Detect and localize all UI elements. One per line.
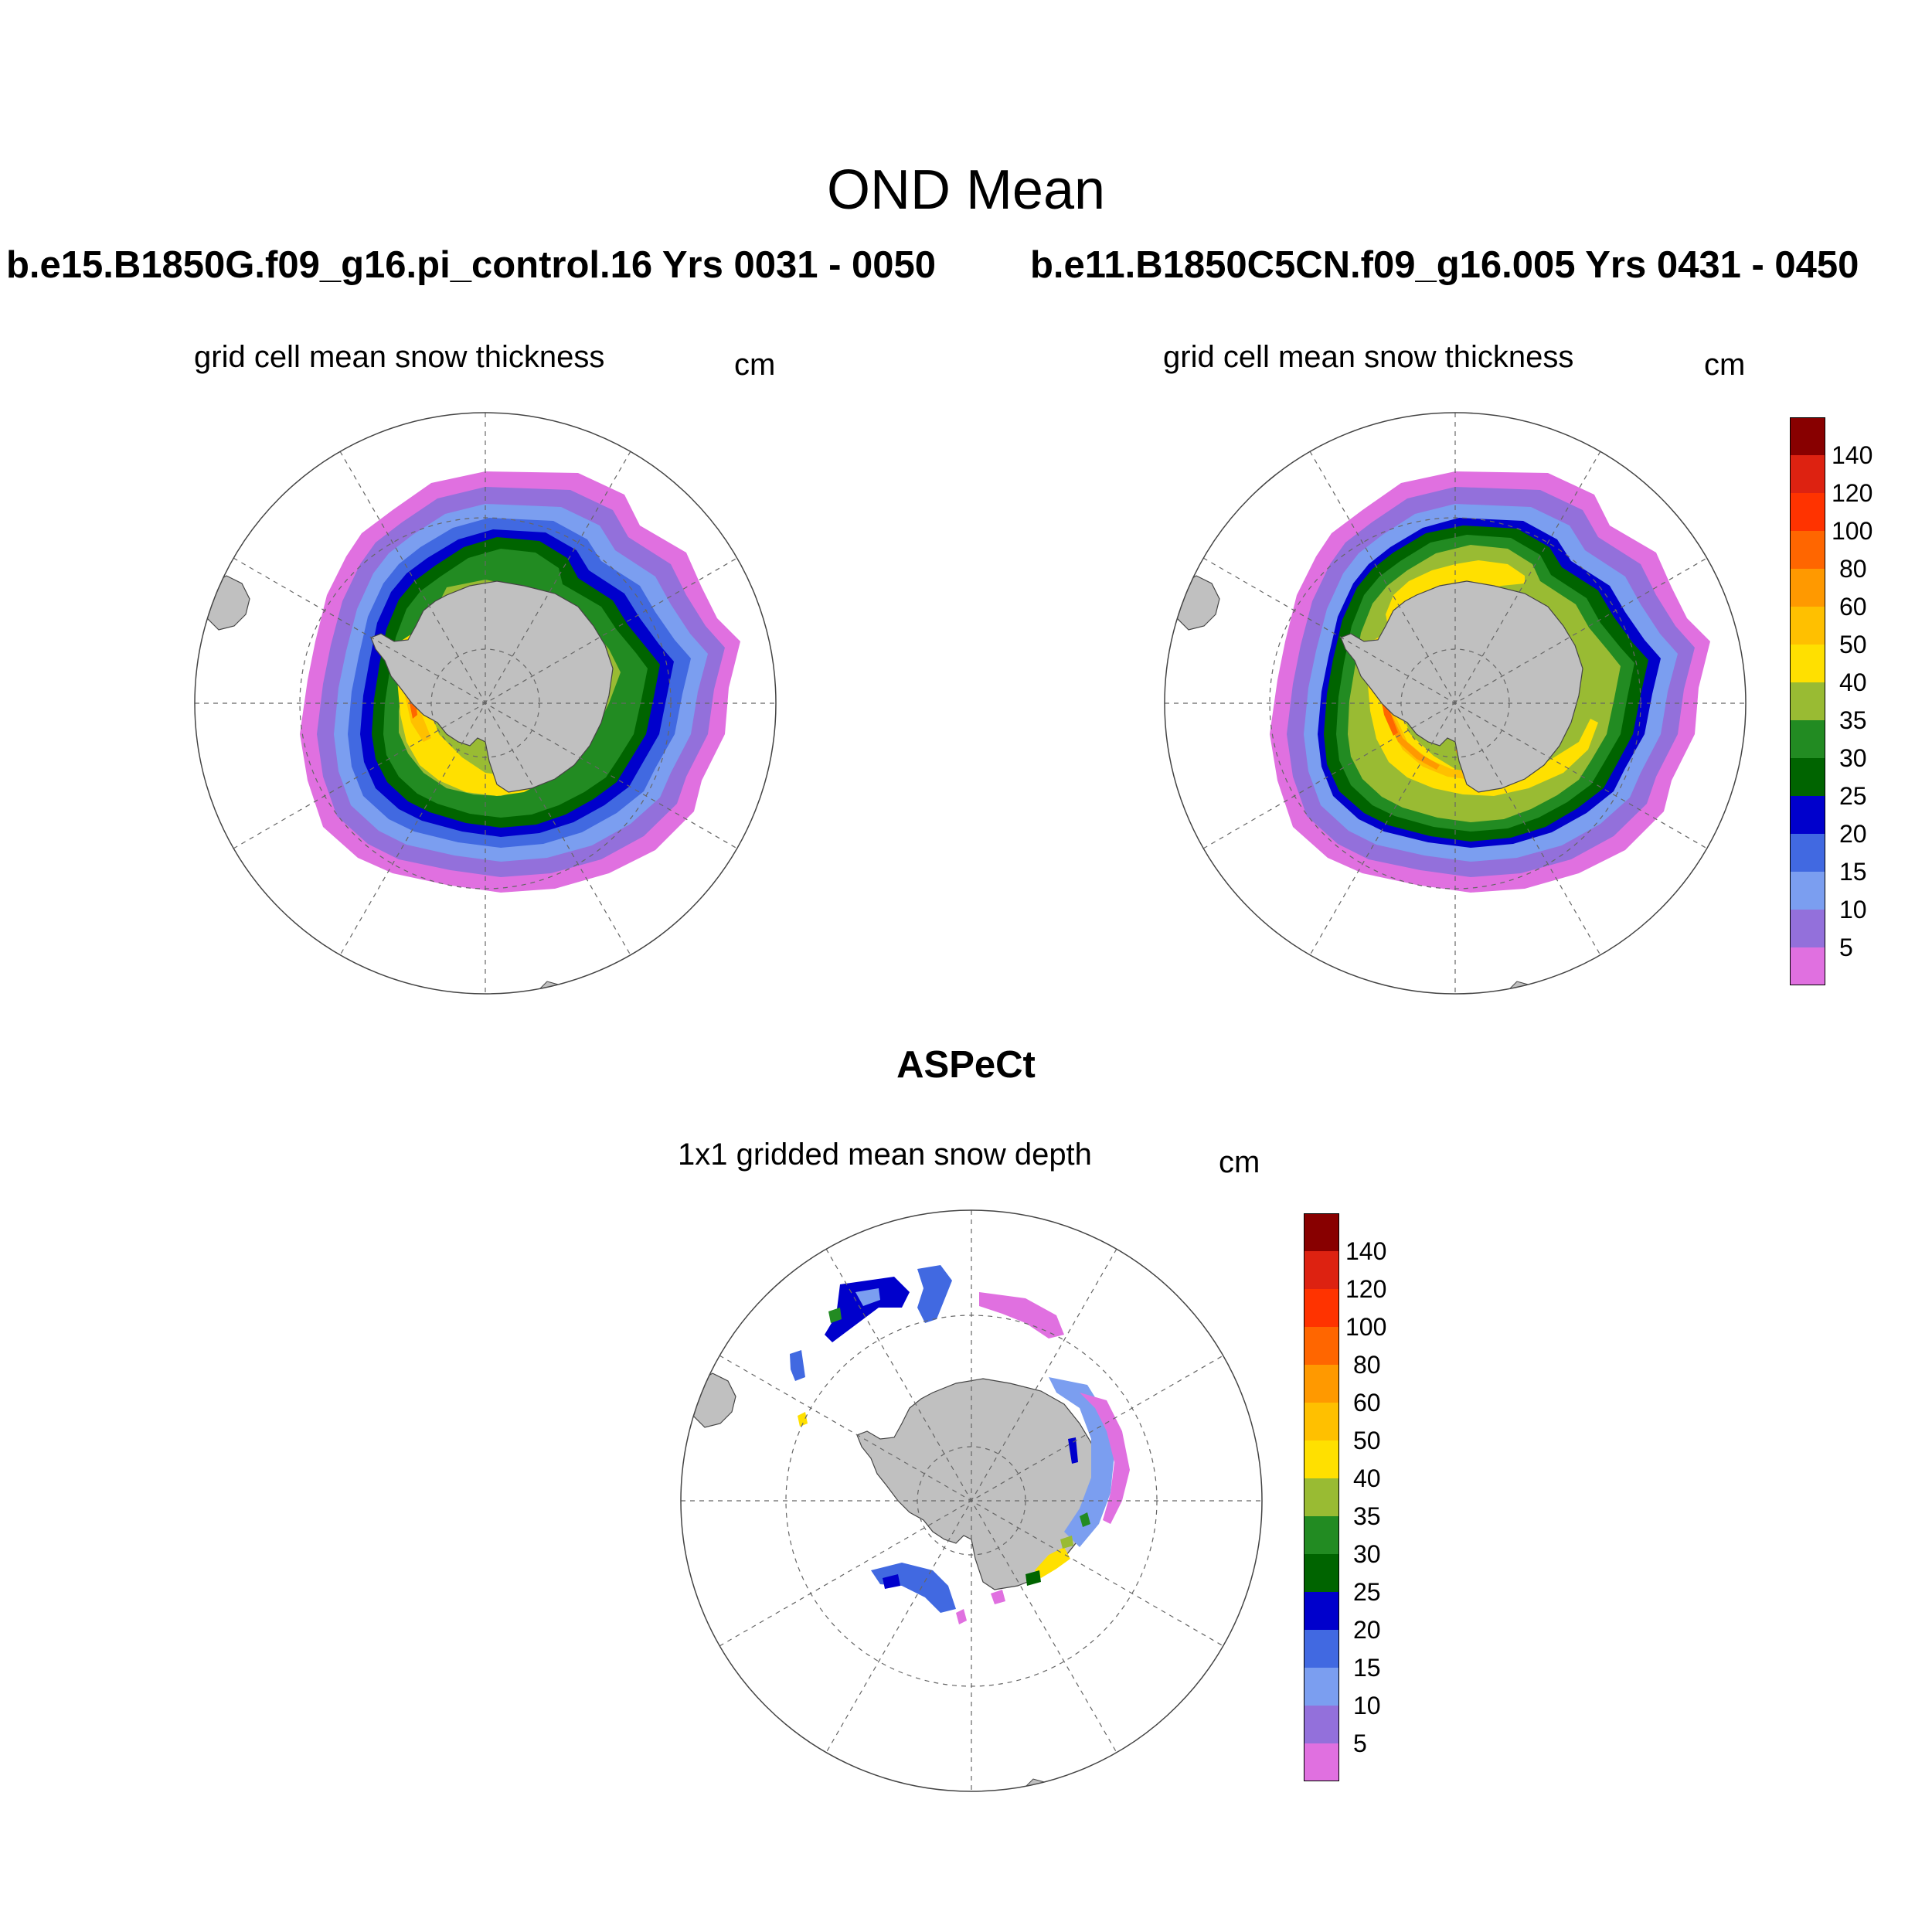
colorbar-swatch xyxy=(1304,1554,1339,1592)
colorbar-swatch xyxy=(1790,910,1825,947)
colorbar-swatch xyxy=(1790,531,1825,569)
panel1-antarctica xyxy=(370,580,614,793)
panel2-subtitle: grid cell mean snow thickness xyxy=(1163,340,1574,374)
panel1-map-border xyxy=(194,412,777,995)
colorbar-swatch xyxy=(1304,1440,1339,1478)
colorbar-swatch xyxy=(1304,1668,1339,1706)
colorbar-tick-label: 100 xyxy=(1345,1313,1387,1341)
colorbar-swatch xyxy=(1304,1516,1339,1554)
colorbar-swatch xyxy=(1790,720,1825,758)
panel1-map xyxy=(194,412,777,995)
colorbar-tick-label: 20 xyxy=(1353,1616,1381,1644)
panel2-south-america xyxy=(1176,575,1220,631)
figure-title: OND Mean xyxy=(826,159,1106,221)
colorbar-tick-label: 40 xyxy=(1839,668,1867,696)
panel2-graticule xyxy=(1165,413,1746,994)
colorbar-tick-label: 120 xyxy=(1832,479,1873,507)
colorbar-swatch xyxy=(1304,1478,1339,1516)
colorbar-swatch xyxy=(1304,1213,1339,1251)
colorbar-tick-label: 35 xyxy=(1353,1502,1381,1530)
colorbar-tick-label: 25 xyxy=(1353,1578,1381,1606)
colorbar-tick-label: 25 xyxy=(1839,782,1867,810)
colorbar-bottom xyxy=(1304,1213,1339,1781)
colorbar-tick-label: 20 xyxy=(1839,820,1867,848)
colorbar-swatch xyxy=(1304,1289,1339,1327)
colorbar-swatch xyxy=(1790,645,1825,682)
panel3-map-border xyxy=(680,1209,1263,1792)
colorbar-tick-label: 50 xyxy=(1839,631,1867,658)
panel3-title: ASPeCt xyxy=(896,1044,1036,1086)
colorbar-swatch xyxy=(1790,796,1825,834)
colorbar-tick-label: 140 xyxy=(1345,1237,1387,1265)
panel1-case-title: b.e15.B1850G.f09_g16.pi_control.16 Yrs 0… xyxy=(6,244,937,286)
panel3-south-america xyxy=(692,1372,736,1428)
colorbar-tick-label: 30 xyxy=(1839,744,1867,772)
colorbar-tick-label: 15 xyxy=(1839,858,1867,886)
colorbar-swatch xyxy=(1790,493,1825,531)
colorbar-swatch xyxy=(1304,1630,1339,1668)
colorbar-swatch xyxy=(1304,1327,1339,1365)
colorbar-swatch xyxy=(1790,947,1825,985)
colorbar-tick-label: 140 xyxy=(1832,441,1873,469)
panel2-antarctica xyxy=(1340,580,1583,793)
colorbar-swatch xyxy=(1790,417,1825,455)
colorbar-swatch xyxy=(1790,834,1825,872)
panel2-case-title: b.e11.B1850C5CN.f09_g16.005 Yrs 0431 - 0… xyxy=(1030,244,1859,286)
panel3-map xyxy=(680,1209,1263,1792)
colorbar-tick-label: 80 xyxy=(1839,555,1867,583)
panel2-map-border xyxy=(1164,412,1747,995)
colorbar-swatch xyxy=(1790,569,1825,607)
colorbar-tick-label: 80 xyxy=(1353,1351,1381,1379)
colorbar-swatch xyxy=(1304,1706,1339,1743)
colorbar-swatch xyxy=(1790,607,1825,645)
colorbar-swatch xyxy=(1790,455,1825,493)
colorbar-top xyxy=(1790,417,1825,985)
panel1-south-america xyxy=(206,575,250,631)
colorbar-swatch xyxy=(1304,1365,1339,1403)
colorbar-swatch xyxy=(1790,872,1825,910)
colorbar-tick-label: 5 xyxy=(1353,1730,1367,1757)
panel1-unit: cm xyxy=(734,348,776,382)
panel3-observations xyxy=(790,1265,1130,1624)
panel3-unit: cm xyxy=(1219,1145,1260,1179)
colorbar-swatch xyxy=(1790,758,1825,796)
colorbar-tick-label: 40 xyxy=(1353,1464,1381,1492)
colorbar-tick-label: 5 xyxy=(1839,934,1853,961)
panel3-antarctica xyxy=(856,1378,1100,1590)
colorbar-tick-label: 35 xyxy=(1839,706,1867,734)
panel1-subtitle: grid cell mean snow thickness xyxy=(194,340,605,374)
colorbar-swatch xyxy=(1304,1592,1339,1630)
colorbar-tick-label: 10 xyxy=(1839,896,1867,923)
colorbar-tick-label: 60 xyxy=(1839,593,1867,621)
panel1-graticule xyxy=(195,413,776,994)
colorbar-swatch xyxy=(1304,1403,1339,1440)
colorbar-swatch xyxy=(1304,1251,1339,1289)
colorbar-swatch xyxy=(1304,1743,1339,1781)
colorbar-tick-label: 50 xyxy=(1353,1427,1381,1454)
colorbar-tick-label: 100 xyxy=(1832,517,1873,545)
panel3-graticule xyxy=(681,1210,1262,1791)
panel2-unit: cm xyxy=(1704,348,1746,382)
colorbar-tick-label: 10 xyxy=(1353,1692,1381,1719)
colorbar-tick-label: 60 xyxy=(1353,1389,1381,1417)
panel2-map xyxy=(1164,412,1747,995)
colorbar-tick-label: 30 xyxy=(1353,1540,1381,1568)
colorbar-tick-label: 120 xyxy=(1345,1275,1387,1303)
colorbar-tick-label: 15 xyxy=(1353,1654,1381,1682)
colorbar-swatch xyxy=(1790,682,1825,720)
panel3-subtitle: 1x1 gridded mean snow depth xyxy=(678,1138,1092,1172)
